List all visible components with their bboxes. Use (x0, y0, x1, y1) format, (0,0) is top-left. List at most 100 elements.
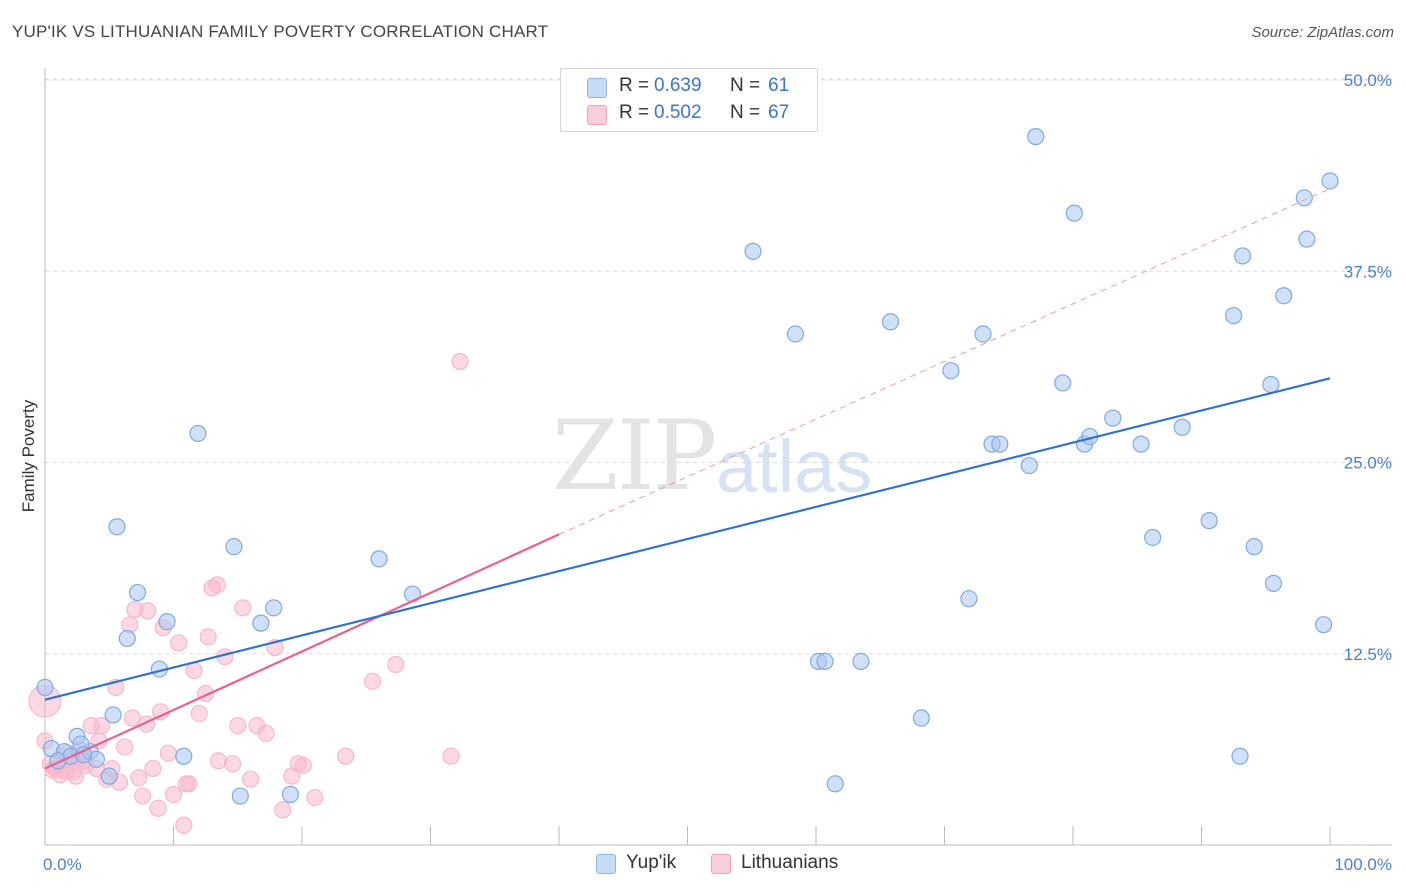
lithuanians-point (190, 704, 208, 723)
yupik-point (1054, 374, 1072, 392)
y-tick-label: 12.5% (1344, 645, 1392, 664)
yupik-trend-line (44, 377, 1331, 701)
yupik-point (1104, 409, 1122, 427)
y-tick-label: 50.0% (1344, 71, 1392, 90)
lithuanians-point (170, 634, 188, 652)
lithuanians-point (139, 602, 157, 620)
lithuanians-point (175, 816, 193, 834)
lithuanians-point (130, 769, 148, 787)
yupik-point (826, 775, 844, 793)
lithuanians-point (144, 759, 162, 778)
yupik-point (1173, 418, 1191, 436)
source-label: Source: ZipAtlas.com (1251, 24, 1394, 41)
lithuanians-point (306, 788, 324, 807)
lithuanians-point (387, 655, 405, 674)
yupik-point (1298, 230, 1316, 248)
legend-r-label: R = (619, 102, 650, 123)
lithuanians-point (209, 752, 228, 770)
yupik-point (1065, 204, 1083, 222)
yupik-point (225, 538, 243, 556)
yupik-point (104, 706, 122, 724)
yupik-point (1321, 172, 1339, 190)
lithuanians-point (149, 799, 167, 817)
yupik-point (158, 613, 176, 631)
grid-lines (45, 78, 1392, 655)
chart-title: YUP'IK VS LITHUANIAN FAMILY POVERTY CORR… (12, 22, 549, 41)
yupik-point (1225, 307, 1243, 325)
lithuanians-point (294, 756, 312, 775)
yupik-point (1275, 287, 1293, 305)
lithuanians-point (337, 747, 355, 765)
y-tick-label: 37.5% (1344, 262, 1392, 281)
bottom-legend-swatch-yupik (596, 854, 616, 874)
yupik-point (100, 767, 118, 785)
legend-n-value: 67 (768, 102, 790, 123)
yupik-point (281, 785, 300, 804)
lithuanians-point (208, 576, 226, 594)
yupik-point (175, 747, 193, 765)
lithuanians-trend-extension (558, 188, 1331, 535)
lithuanians-point (134, 787, 152, 805)
lithuanians-point (199, 628, 217, 646)
x-tick-label: 100.0% (1334, 855, 1392, 874)
bottom-legend-label-yupik: Yup'ik (626, 852, 677, 873)
lithuanians-point (442, 747, 460, 765)
legend-n-label: N = (730, 75, 761, 96)
yupik-point (231, 787, 249, 805)
lithuanians-point (224, 755, 242, 773)
trend-lines (44, 188, 1331, 770)
lithuanians-point (116, 738, 134, 756)
watermark-zip: ZIP (552, 400, 717, 512)
lithuanians-point (159, 744, 177, 762)
lithuanians-point (185, 661, 203, 680)
yupik-point (1231, 747, 1249, 765)
yupik-point (108, 518, 126, 536)
yupik-point (1132, 435, 1150, 453)
watermark-atlas: atlas (716, 425, 873, 508)
axis-labels: 12.5% 25.0% 37.5% 50.0% 0.0% 100.0% Family Pov… (19, 71, 1392, 874)
lithuanians-point (242, 770, 260, 788)
bottom-legend-swatch-lithuanians (711, 854, 731, 874)
yupik-point (265, 599, 283, 617)
yupik-point (118, 629, 136, 648)
yupik-point (991, 435, 1009, 453)
yupik-points (36, 128, 1339, 805)
lithuanians-point (234, 599, 252, 617)
lithuanians-point (229, 717, 247, 735)
lithuanians-point (451, 352, 469, 371)
lithuanians-point (164, 785, 183, 804)
legend-r-value: 0.502 (654, 102, 702, 123)
legend-r-label: R = (619, 75, 650, 96)
yupik-point (1234, 247, 1252, 265)
lithuanians-point (364, 672, 382, 690)
yupik-point (960, 590, 978, 608)
yupik-point (881, 313, 900, 331)
yupik-point (1295, 189, 1313, 207)
lithuanians-trend-line (44, 533, 560, 770)
yupik-point (1314, 616, 1333, 634)
yupik-point (786, 325, 805, 343)
yupik-point (1144, 528, 1162, 547)
lithuanians-point (177, 775, 195, 793)
yupik-point (1027, 128, 1045, 146)
x-tick-label: 0.0% (43, 855, 82, 874)
yupik-point (252, 614, 270, 632)
yupik-point (942, 362, 960, 380)
y-tick-label: 25.0% (1344, 454, 1392, 473)
yupik-point (974, 325, 992, 343)
yupik-point (912, 709, 930, 727)
lithuanians-point (274, 801, 292, 819)
yupik-point (744, 242, 762, 260)
yupik-point (1262, 375, 1280, 394)
lithuanians-point (257, 724, 275, 742)
legend: R = 0.639 N = 61 R = 0.502 N = 67 (560, 68, 818, 132)
legend-n-value: 61 (768, 75, 790, 96)
yupik-point (1245, 538, 1263, 556)
yupik-point (1264, 574, 1283, 592)
legend-n-label: N = (730, 102, 761, 123)
yupik-point (1020, 456, 1038, 475)
lithuanians-point (123, 709, 141, 727)
yupik-point (189, 424, 207, 443)
bottom-legend-label-lithuanians: Lithuanians (741, 852, 839, 873)
